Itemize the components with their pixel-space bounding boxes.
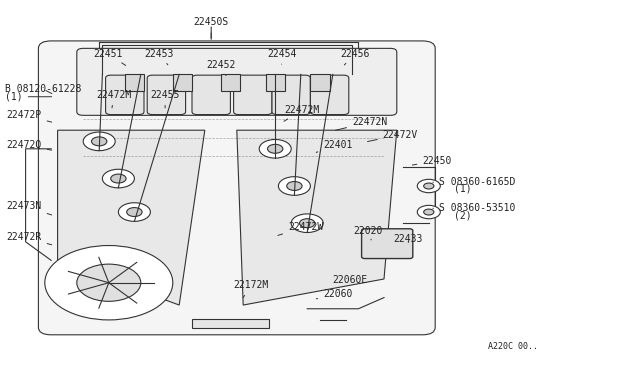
Bar <box>173 74 192 91</box>
FancyBboxPatch shape <box>272 75 310 115</box>
FancyArrow shape <box>192 319 269 328</box>
Circle shape <box>424 209 434 215</box>
Circle shape <box>45 246 173 320</box>
FancyBboxPatch shape <box>234 75 272 115</box>
Text: 22450: 22450 <box>412 156 452 166</box>
Text: 22472R: 22472R <box>6 232 52 245</box>
FancyBboxPatch shape <box>362 229 413 259</box>
Circle shape <box>127 208 142 217</box>
Circle shape <box>291 214 323 232</box>
Text: 22456: 22456 <box>340 49 370 65</box>
Text: 22472M: 22472M <box>284 105 320 121</box>
Text: B 08120-61228: B 08120-61228 <box>5 84 81 94</box>
Text: 22450S: 22450S <box>193 17 229 38</box>
Circle shape <box>424 183 434 189</box>
Text: 22452: 22452 <box>206 60 236 76</box>
Circle shape <box>259 140 291 158</box>
Text: 22172M: 22172M <box>234 280 269 298</box>
Text: 22454: 22454 <box>267 49 296 64</box>
Text: S 08360-53510: S 08360-53510 <box>433 203 515 212</box>
FancyBboxPatch shape <box>38 41 435 335</box>
Polygon shape <box>58 130 205 305</box>
Polygon shape <box>237 130 397 305</box>
Text: 22433: 22433 <box>394 234 423 244</box>
Circle shape <box>118 203 150 221</box>
Text: 22472Q: 22472Q <box>6 140 52 150</box>
Text: (2): (2) <box>454 210 472 220</box>
Circle shape <box>417 205 440 219</box>
Text: 22472P: 22472P <box>6 110 52 122</box>
FancyBboxPatch shape <box>192 75 230 115</box>
Text: 22472V: 22472V <box>367 130 418 141</box>
Text: 22472M: 22472M <box>96 90 132 108</box>
Circle shape <box>287 182 302 190</box>
Text: 22060: 22060 <box>316 289 353 299</box>
FancyBboxPatch shape <box>106 75 144 115</box>
Circle shape <box>300 219 315 228</box>
Circle shape <box>102 169 134 188</box>
Circle shape <box>77 264 141 301</box>
Text: 22060E: 22060E <box>333 275 368 289</box>
Text: 22472W: 22472W <box>278 222 323 235</box>
Text: 22451: 22451 <box>93 49 125 65</box>
Circle shape <box>111 174 126 183</box>
FancyBboxPatch shape <box>310 75 349 115</box>
Circle shape <box>278 177 310 195</box>
Circle shape <box>268 144 283 153</box>
Text: 22473N: 22473N <box>6 202 52 215</box>
Text: (1): (1) <box>454 184 472 193</box>
Bar <box>221 74 240 91</box>
Bar <box>125 74 144 91</box>
FancyBboxPatch shape <box>77 48 397 115</box>
Text: S 08360-6165D: S 08360-6165D <box>433 177 515 186</box>
Text: (1): (1) <box>5 92 52 102</box>
Bar <box>266 74 285 91</box>
Text: 22472N: 22472N <box>335 117 387 130</box>
Circle shape <box>417 179 440 193</box>
Text: 22455: 22455 <box>150 90 180 108</box>
Text: 22401: 22401 <box>316 140 353 153</box>
Text: A220C 00..: A220C 00.. <box>488 342 538 351</box>
Circle shape <box>83 132 115 151</box>
Text: 22453: 22453 <box>144 49 173 65</box>
Bar <box>310 74 330 91</box>
Text: 22020: 22020 <box>353 227 383 240</box>
Circle shape <box>92 137 107 146</box>
FancyBboxPatch shape <box>147 75 186 115</box>
